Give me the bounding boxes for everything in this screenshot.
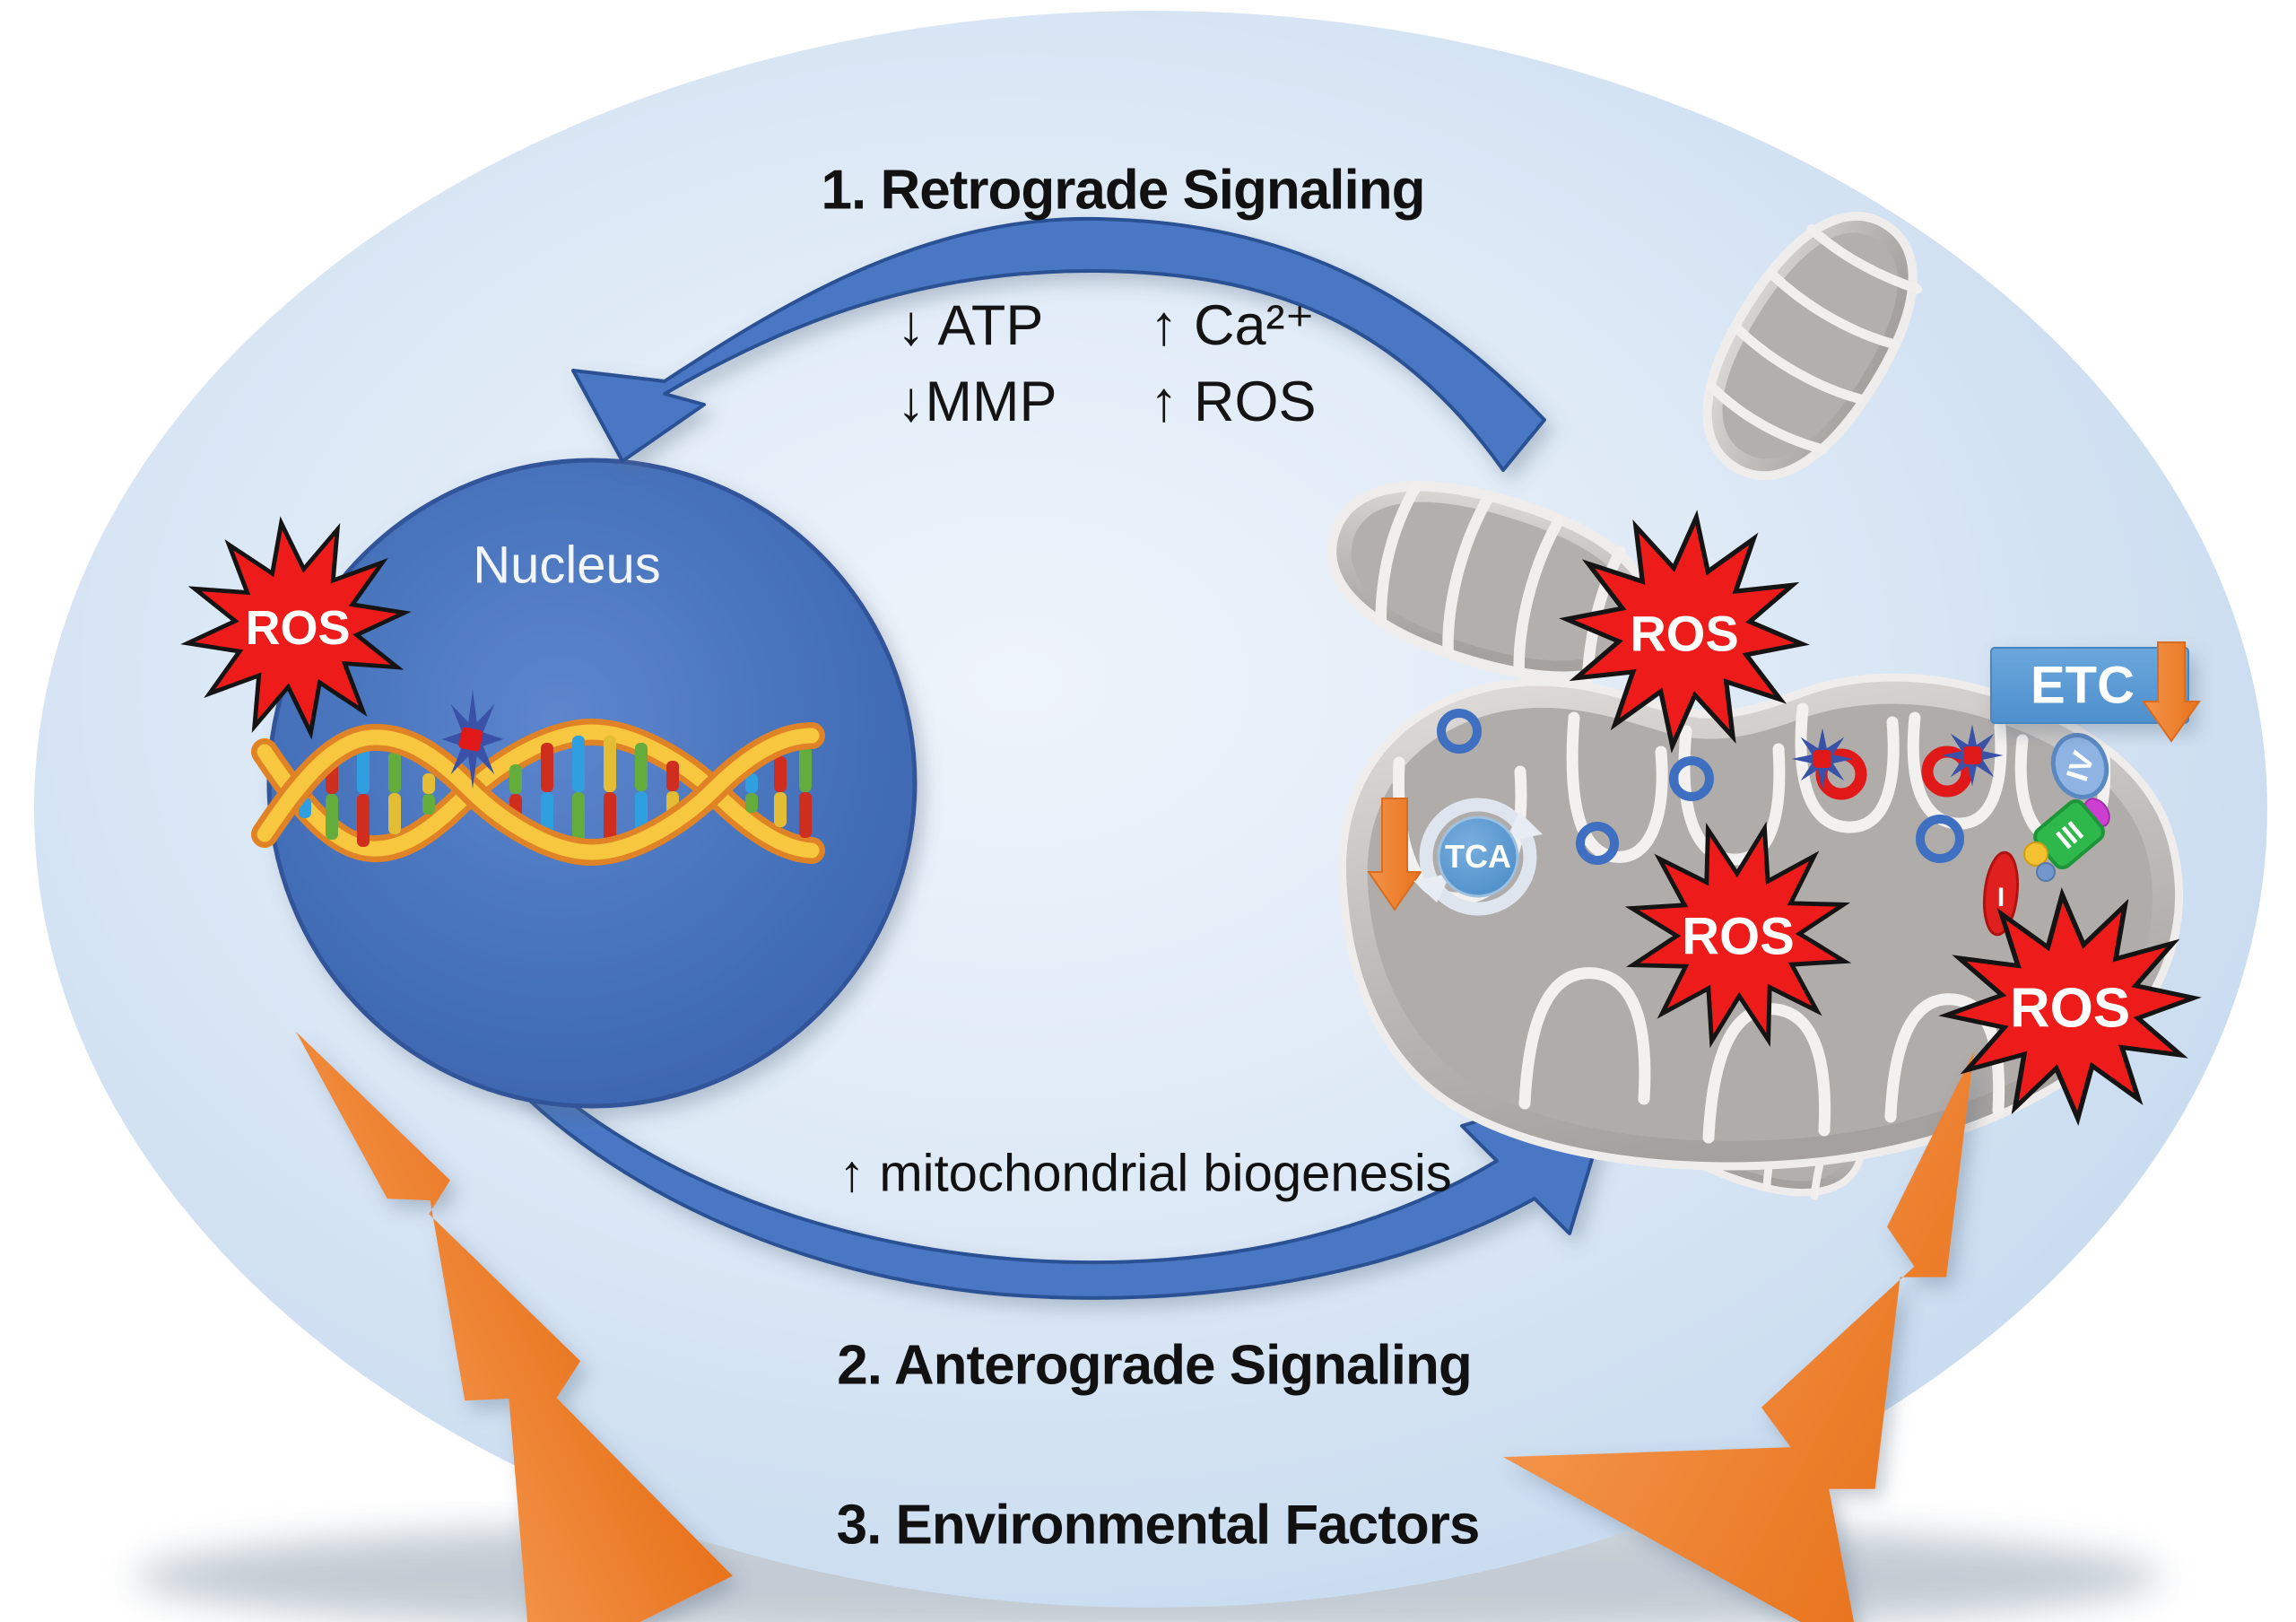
- title-anterograde: 2. Anterograde Signaling: [837, 1334, 1472, 1397]
- damaged-mtdna-rings: [1791, 724, 2004, 800]
- anterograde-arrow: [484, 1039, 1618, 1300]
- anterograde-signal-label: ↑ mitochondrial biogenesis: [839, 1144, 1452, 1203]
- complex-blue-icon: [2036, 862, 2056, 882]
- ros-label-right: ROS: [2009, 977, 2131, 1040]
- complex-iii-icon: III: [2033, 798, 2105, 870]
- title-environmental: 3. Environmental Factors: [836, 1494, 1481, 1557]
- signal-ros: ↑ ROS: [1150, 371, 1317, 434]
- signal-mmp: ↓MMP: [897, 371, 1057, 434]
- complex-iv-icon: IV: [2050, 733, 2109, 799]
- complex-i-label: I: [1997, 883, 2005, 912]
- mito-activity-down-arrow-icon: [1367, 798, 1422, 911]
- nucleus: [266, 458, 918, 1109]
- nucleus-label: Nucleus: [473, 536, 661, 595]
- complex-i-icon: I: [1982, 850, 2020, 937]
- ros-label-top: ROS: [1630, 605, 1739, 662]
- retrograde-signal-list: ↓ ATP ↑ Ca²⁺ ↓MMP ↑ ROS: [897, 289, 1365, 440]
- tca-label: TCA: [1445, 838, 1511, 875]
- ros-label-nucleus: ROS: [245, 601, 351, 655]
- signal-atp: ↓ ATP: [897, 294, 1044, 357]
- dna-damage-icon: [441, 689, 504, 789]
- dna-helix-icon: [251, 689, 825, 867]
- etc-label: ETC: [2031, 656, 2135, 715]
- retrograde-arrow: [571, 216, 1546, 472]
- ros-label-middle: ROS: [1682, 907, 1795, 966]
- complex-yellow-icon: [2023, 842, 2048, 867]
- etc-complexes: IV III I: [1982, 733, 2110, 937]
- signal-calcium: ↑ Ca²⁺: [1150, 294, 1315, 357]
- mtdna-damage-icon: [1791, 724, 2004, 790]
- mtdna-rings: [1437, 709, 1964, 865]
- etc-down-arrow-icon: [2142, 641, 2201, 743]
- title-retrograde: 1. Retrograde Signaling: [821, 159, 1426, 222]
- etc-label-box: [1990, 641, 2201, 743]
- tca-cycle-icon: [1413, 798, 1543, 916]
